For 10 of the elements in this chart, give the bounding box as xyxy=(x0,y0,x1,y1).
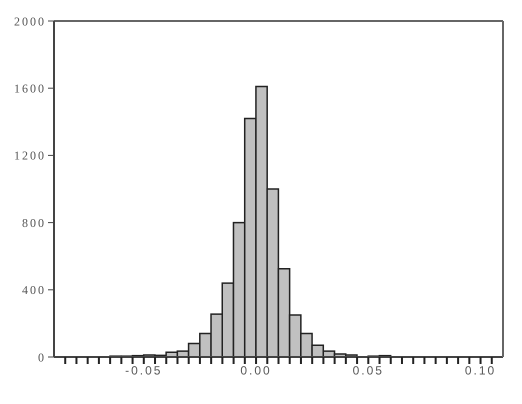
x-tick-label: 0.00 xyxy=(240,364,272,378)
y-tick-label: 400 xyxy=(22,283,46,298)
y-tick-label: 0 xyxy=(38,350,46,364)
x-tick-label: 0.05 xyxy=(352,364,384,378)
x-tick-label: 0.10 xyxy=(464,364,496,378)
y-tick-label: 1200 xyxy=(14,148,46,163)
y-tick-label: 1600 xyxy=(14,81,46,96)
y-tick-label: 2000 xyxy=(14,14,46,28)
x-tick-label: -0.05 xyxy=(125,364,162,378)
y-tick-label: 800 xyxy=(22,216,46,230)
